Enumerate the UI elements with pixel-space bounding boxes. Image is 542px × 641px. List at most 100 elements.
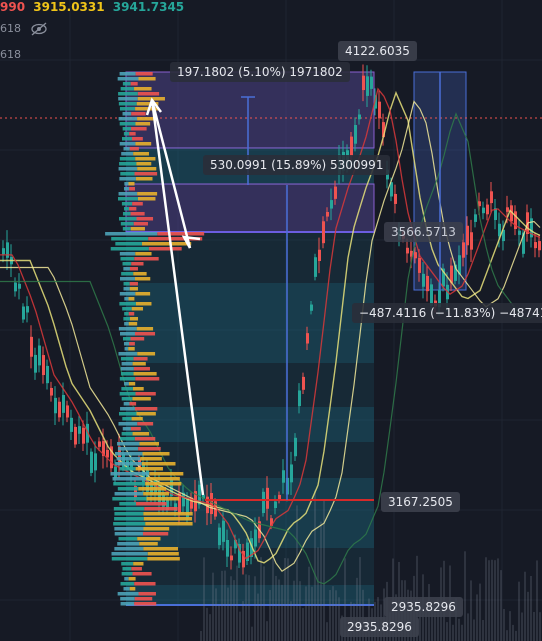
candle-body (490, 191, 493, 204)
profile-bar (137, 167, 157, 171)
profile-bar (123, 317, 130, 321)
candle-body (190, 497, 193, 509)
profile-bar (137, 352, 156, 356)
volume-bar (206, 607, 208, 641)
candle-body (290, 464, 293, 483)
profile-bar (134, 597, 153, 601)
candle-body (22, 306, 25, 320)
candle-body (314, 257, 317, 277)
candle-body (510, 205, 513, 222)
profile-bar (128, 347, 135, 351)
profile-bar (112, 497, 147, 501)
candle-body (210, 492, 213, 515)
profile-bar (120, 332, 135, 336)
profile-bar (117, 592, 139, 596)
candle-body (418, 257, 421, 273)
candle-body (358, 114, 361, 120)
profile-bar (120, 602, 135, 606)
volume-bar (479, 583, 481, 641)
profile-bar (121, 387, 133, 391)
profile-bar (122, 127, 132, 131)
profile-bar (124, 297, 129, 301)
candle-body (178, 493, 181, 514)
volume-bar (437, 599, 439, 641)
indicator-value-1: 618 (0, 22, 21, 35)
profile-bar (129, 187, 135, 191)
profile-bar (137, 537, 161, 541)
profile-bar (135, 467, 163, 471)
volume-bar (299, 581, 301, 641)
profile-bar (124, 322, 129, 326)
profile-bar (137, 117, 156, 121)
profile-bar (122, 82, 131, 86)
profile-bar (131, 307, 144, 311)
candle-body (58, 401, 61, 418)
legend-close: 3941.7345 (112, 0, 185, 14)
profile-bar (148, 247, 182, 251)
profile-bar (117, 542, 140, 546)
profile-bar (141, 242, 192, 246)
volume-bar (491, 559, 493, 641)
candle-body (46, 365, 49, 384)
profile-bar (132, 137, 143, 141)
volume-bar (476, 594, 478, 641)
candle-body (234, 539, 237, 549)
volume-bar (467, 613, 469, 641)
profile-bar (132, 397, 151, 401)
profile-bar (105, 232, 158, 236)
candle-body (522, 232, 525, 254)
profile-bar (120, 597, 135, 601)
ohlc-legend: 990 3915.0331 3941.7345 (0, 0, 184, 14)
profile-bar (118, 92, 138, 96)
profile-bar (119, 252, 136, 256)
candle-body (442, 268, 445, 287)
volume-bar (470, 580, 472, 641)
candle-body (262, 491, 265, 514)
profile-bar (118, 327, 137, 331)
volume-bar (521, 612, 523, 641)
profile-bar (134, 87, 152, 91)
profile-bar (143, 517, 192, 521)
volume-bar (269, 589, 271, 641)
profile-bar (118, 422, 138, 426)
profile-bar (157, 232, 205, 236)
volume-bar (533, 611, 535, 641)
profile-bar (133, 372, 157, 376)
profile-bar (112, 477, 147, 481)
profile-bar (121, 202, 133, 206)
candle-body (362, 75, 365, 91)
candle-body (350, 136, 353, 157)
profile-bar (114, 492, 144, 496)
profile-bar (128, 382, 136, 386)
profile-bar (141, 462, 176, 466)
candle-body (458, 255, 461, 275)
profile-bar (117, 487, 139, 491)
volume-bar (431, 602, 433, 641)
candle-body (2, 248, 5, 255)
candle-body (390, 182, 393, 197)
profile-bar (121, 572, 133, 576)
profile-bar (139, 442, 160, 446)
red-level-price-label: 3167.2505 (381, 492, 460, 512)
volume-bar (335, 590, 337, 641)
profile-bar (123, 282, 130, 286)
profile-bar (134, 172, 158, 176)
eye-off-icon[interactable] (30, 22, 48, 36)
profile-bar (115, 242, 142, 246)
candle-body (202, 494, 205, 499)
volume-bar (530, 575, 532, 641)
profile-bar (133, 367, 150, 371)
profile-bar (118, 102, 137, 106)
candle-body (238, 543, 241, 563)
profile-bar (129, 147, 139, 151)
volume-bar (221, 570, 223, 641)
profile-bar (146, 477, 180, 481)
volume-bar (284, 558, 286, 641)
volume-bar (356, 577, 358, 641)
volume-bar (482, 619, 484, 641)
profile-bar (128, 322, 138, 326)
profile-bar (120, 367, 134, 371)
profile-bar (111, 552, 148, 556)
candle-body (226, 539, 229, 557)
